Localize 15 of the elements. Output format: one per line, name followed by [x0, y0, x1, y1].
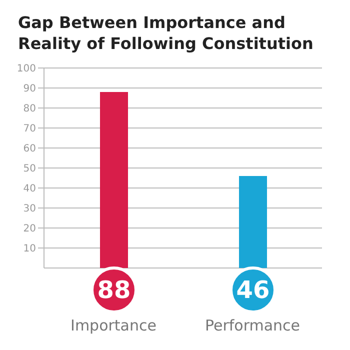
chart-title: Gap Between Importance and Reality of Following Constitution [17, 12, 314, 55]
y-tick-label: 80 [23, 104, 36, 115]
data-label: 88 [97, 276, 131, 304]
y-tick-label: 40 [23, 184, 36, 195]
data-label: 46 [236, 276, 270, 304]
x-tick-label: Importance [70, 316, 156, 335]
y-tick-label: 70 [23, 124, 36, 135]
y-tick-label: 60 [23, 144, 36, 155]
y-tick-label: 10 [23, 244, 36, 255]
y-tick-label: 90 [23, 84, 36, 95]
y-tick-label: 50 [23, 164, 36, 175]
y-tick-label: 100 [16, 64, 36, 75]
y-tick-label: 30 [23, 204, 36, 215]
y-tick-label: 20 [23, 224, 36, 235]
x-tick-label: Performance [204, 316, 300, 335]
